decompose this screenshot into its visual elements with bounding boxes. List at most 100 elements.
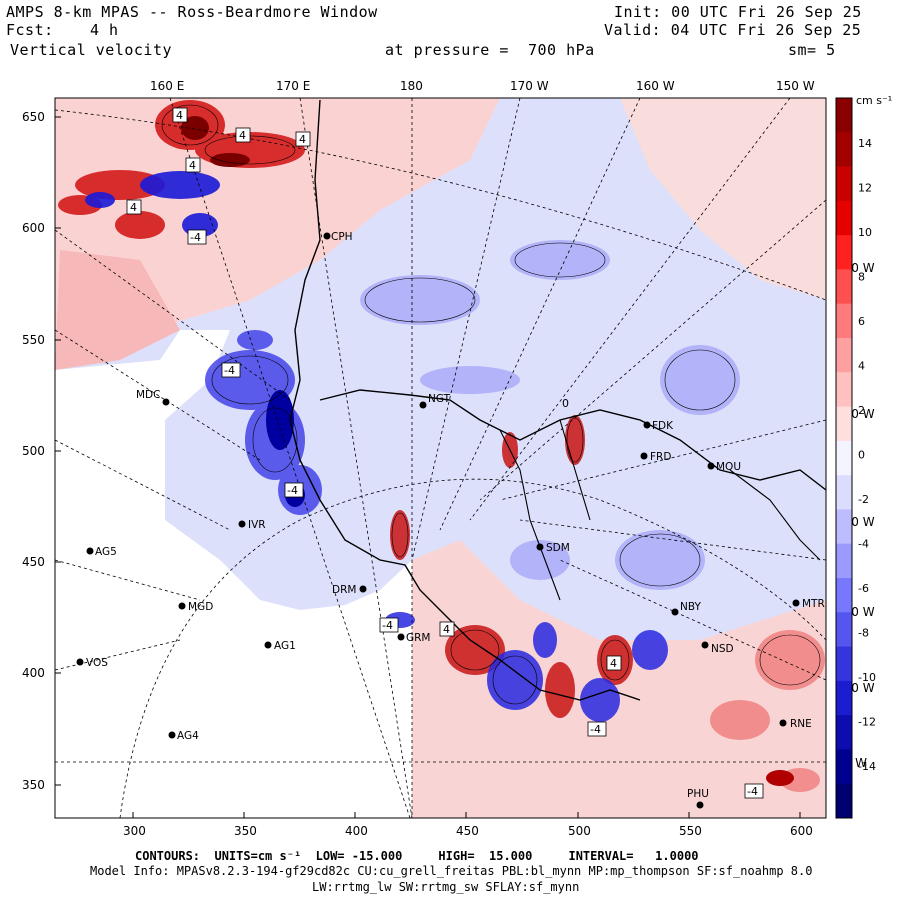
colorbar-swatch — [836, 509, 852, 545]
contour-label: -4 — [382, 619, 393, 632]
station-rne: RNE — [779, 718, 812, 730]
colorbar-swatch — [836, 783, 852, 819]
colorbar-label: -12 — [858, 716, 876, 729]
colorbar-label: -6 — [858, 582, 869, 595]
svg-text:650: 650 — [22, 110, 45, 124]
station-nsd: NSD — [701, 641, 734, 655]
colorbar-swatch — [836, 715, 852, 750]
model-info-line2: LW:rrtmg_lw SW:rrtmg_sw SFLAY:sf_mynn — [312, 880, 580, 894]
lon-label: 170 E — [276, 79, 310, 93]
svg-text:MTR: MTR — [802, 598, 825, 610]
field-shading: 4 4 4 4 4 -4 -4 -4 -4 4 4 -4 -4 0 CPH MD… — [55, 98, 826, 818]
svg-text:FRD: FRD — [650, 451, 671, 463]
contour-label: -4 — [190, 231, 201, 244]
station-sdm: SDM — [536, 542, 570, 554]
plot-frame — [54, 97, 827, 819]
svg-text:IVR: IVR — [248, 519, 266, 531]
station-grm: GRM — [397, 632, 431, 644]
svg-text:AG1: AG1 — [274, 640, 296, 652]
station-vos: VOS — [76, 657, 108, 669]
colorbar-swatch — [836, 200, 852, 236]
colorbar-swatch — [836, 132, 852, 168]
station-ngt: NGT — [419, 393, 451, 409]
svg-text:AG5: AG5 — [95, 546, 117, 558]
station-ag4: AG4 — [168, 730, 199, 742]
lon-label: 160 W — [636, 79, 675, 93]
station-drm: DRM — [332, 584, 367, 596]
svg-text:CPH: CPH — [331, 231, 353, 243]
svg-text:MOU: MOU — [716, 461, 741, 473]
svg-text:FDK: FDK — [652, 420, 674, 432]
contour-info: CONTOURS: UNITS=cm s⁻¹ LOW= -15.000 HIGH… — [135, 849, 699, 863]
colorbar-frame — [835, 97, 853, 819]
colorbar-label: 8 — [858, 271, 865, 284]
station-mou: MOU — [707, 461, 741, 473]
svg-text:DRM: DRM — [332, 584, 356, 596]
svg-text:350: 350 — [22, 778, 45, 792]
colorbar-label: 6 — [858, 315, 865, 328]
init-time: Init: 00 UTC Fri 26 Sep 25 — [614, 3, 862, 21]
colorbar: 14 12 10 8 6 4 2 0 -2 -4 -6 -8 -10 -12 -14 — [835, 97, 876, 819]
colorbar-units: cm s⁻¹ — [856, 94, 892, 107]
station-cph: CPH — [323, 231, 353, 243]
pressure-level: at pressure = 700 hPa — [385, 41, 595, 59]
svg-text:550: 550 — [679, 824, 702, 838]
station-ag5: AG5 — [86, 546, 117, 558]
colorbar-label: 12 — [858, 182, 872, 195]
colorbar-swatch — [836, 406, 852, 442]
colorbar-label: 4 — [858, 360, 865, 373]
colorbar-swatch — [836, 338, 852, 373]
colorbar-swatch — [836, 646, 852, 682]
map-title: AMPS 8-km MPAS -- Ross-Beardmore Window — [6, 3, 378, 21]
forecast-hour: 4 h — [90, 21, 119, 39]
contour-label: 4 — [239, 129, 246, 142]
colorbar-swatch — [836, 680, 852, 716]
colorbar-swatch — [836, 166, 852, 202]
colorbar-label: 14 — [858, 137, 872, 150]
svg-text:400: 400 — [22, 666, 45, 680]
lon-label: 160 E — [150, 79, 184, 93]
contour-label: 4 — [130, 201, 137, 214]
station-nby: NBY — [671, 601, 701, 616]
colorbar-swatch — [836, 235, 852, 270]
svg-text:MGD: MGD — [188, 601, 213, 613]
svg-text:500: 500 — [22, 444, 45, 458]
lon-label: 180 — [400, 79, 423, 93]
svg-text:SDM: SDM — [546, 542, 570, 554]
svg-text:600: 600 — [790, 824, 813, 838]
left-axis-labels: 650 600 550 500 450 400 350 — [22, 110, 45, 792]
colorbar-label: -8 — [858, 627, 869, 640]
colorbar-label: -4 — [858, 538, 869, 551]
station-mdc: MDC — [136, 389, 170, 406]
contour-label: 4 — [299, 133, 306, 146]
contour-label: 4 — [189, 159, 196, 172]
svg-text:350: 350 — [234, 824, 257, 838]
svg-text:RNE: RNE — [790, 718, 812, 730]
contour-label: 0 — [562, 397, 569, 410]
svg-text:MDC: MDC — [136, 389, 160, 401]
colorbar-swatch — [836, 543, 852, 579]
colorbar-label: -10 — [858, 671, 876, 684]
colorbar-swatch — [836, 475, 852, 510]
svg-text:AG4: AG4 — [177, 730, 199, 742]
contour-label: 4 — [176, 109, 183, 122]
contour-label: 4 — [443, 623, 450, 636]
contour-labels: 4 4 4 4 4 -4 -4 -4 -4 4 4 -4 -4 0 — [126, 107, 764, 799]
station-ivr: IVR — [238, 519, 266, 531]
colorbar-swatch — [836, 372, 852, 408]
svg-text:300: 300 — [123, 824, 146, 838]
colorbar-label: -14 — [858, 760, 876, 773]
colorbar-label: -2 — [858, 493, 869, 506]
station-markers: CPH MDC NGT FDK FRD MOU IVR AG5 SDM DRM … — [76, 231, 825, 809]
contour-label: -4 — [287, 484, 298, 497]
lon-label: 170 W — [510, 79, 549, 93]
svg-text:PHU: PHU — [687, 788, 709, 800]
station-phu: PHU — [687, 788, 709, 809]
bottom-axis-labels: 300 350 400 450 500 550 600 — [123, 824, 813, 838]
field-name: Vertical velocity — [10, 41, 173, 59]
svg-text:450: 450 — [456, 824, 479, 838]
svg-text:450: 450 — [22, 555, 45, 569]
lon-label: 150 W — [776, 79, 815, 93]
forecast-label: Fcst: — [6, 21, 54, 39]
